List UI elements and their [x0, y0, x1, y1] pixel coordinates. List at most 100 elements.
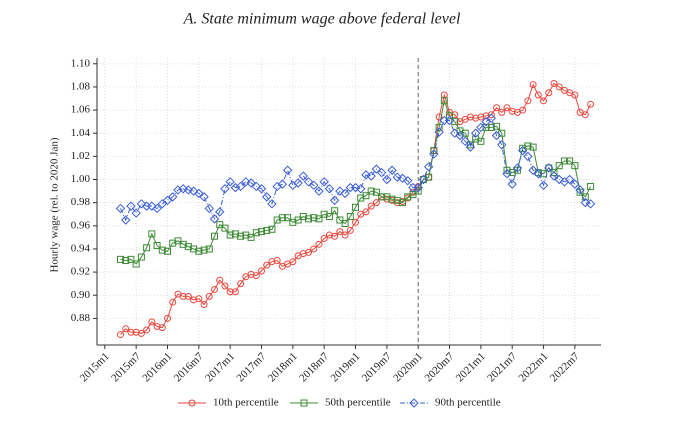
- x-tick-label: 2020m1: [391, 350, 425, 384]
- marker: [472, 135, 480, 143]
- marker: [555, 162, 563, 170]
- marker: [356, 184, 366, 194]
- marker: [268, 225, 276, 233]
- marker: [571, 162, 579, 170]
- marker: [387, 165, 397, 175]
- marker: [476, 122, 486, 133]
- marker: [132, 328, 140, 336]
- x-tick-label: 2021m7: [485, 350, 519, 384]
- marker: [273, 216, 281, 224]
- marker: [429, 149, 439, 159]
- series-line: [120, 98, 592, 265]
- marker: [560, 157, 568, 165]
- marker: [414, 187, 422, 195]
- marker: [352, 203, 360, 211]
- marker: [545, 164, 553, 172]
- marker: [262, 192, 272, 202]
- marker: [331, 207, 339, 215]
- marker: [419, 176, 427, 184]
- marker: [550, 79, 558, 87]
- marker: [278, 214, 286, 222]
- legend-item: 50th percentile: [290, 397, 391, 409]
- marker: [383, 193, 391, 201]
- marker: [523, 151, 533, 162]
- marker: [487, 123, 495, 131]
- marker: [507, 179, 517, 189]
- marker: [534, 91, 542, 99]
- marker: [435, 123, 443, 131]
- x-tick-label: 2016m7: [172, 350, 206, 384]
- marker: [399, 199, 407, 207]
- marker: [284, 214, 292, 222]
- marker: [205, 292, 213, 300]
- marker: [341, 231, 349, 239]
- marker: [310, 245, 318, 253]
- marker: [444, 115, 455, 126]
- marker: [282, 165, 293, 175]
- marker: [131, 208, 141, 218]
- marker: [137, 329, 145, 337]
- marker: [503, 104, 511, 112]
- marker: [195, 247, 203, 255]
- marker: [209, 214, 220, 224]
- marker: [195, 295, 203, 303]
- marker: [241, 177, 251, 187]
- marker: [179, 240, 187, 248]
- marker: [533, 169, 544, 179]
- marker: [252, 229, 260, 237]
- marker: [158, 324, 166, 332]
- marker: [237, 232, 245, 240]
- marker: [205, 245, 213, 253]
- series-line: [120, 117, 591, 222]
- marker: [183, 185, 194, 195]
- y-axis-label: Hourly wage (rel. to 2020 Jan): [49, 137, 61, 272]
- marker: [528, 165, 538, 175]
- marker: [324, 184, 335, 194]
- x-tick-label: 2019m1: [328, 350, 362, 384]
- marker: [247, 233, 255, 241]
- marker: [169, 239, 177, 247]
- x-tick-label: 2020m7: [422, 350, 456, 384]
- marker: [325, 213, 333, 221]
- legend-label: 50th percentile: [325, 397, 391, 409]
- marker: [231, 230, 239, 238]
- marker: [517, 145, 528, 156]
- marker: [423, 162, 434, 172]
- marker: [115, 203, 126, 214]
- marker: [325, 231, 333, 239]
- marker: [300, 399, 308, 407]
- marker: [564, 174, 575, 185]
- marker: [169, 298, 177, 306]
- marker: [540, 97, 548, 105]
- marker: [162, 195, 173, 206]
- marker: [188, 186, 199, 196]
- marker: [409, 398, 419, 408]
- marker: [231, 288, 239, 296]
- marker: [303, 177, 314, 187]
- marker: [305, 248, 313, 256]
- marker: [413, 182, 423, 193]
- marker: [258, 228, 266, 236]
- legend-label: 10th percentile: [213, 397, 279, 409]
- marker: [117, 331, 125, 339]
- marker: [117, 255, 125, 263]
- marker: [314, 186, 324, 196]
- marker: [367, 202, 375, 210]
- marker: [477, 137, 485, 145]
- marker: [137, 253, 145, 261]
- marker: [299, 250, 307, 258]
- marker: [575, 185, 585, 195]
- x-tick-label: 2019m7: [360, 350, 394, 384]
- y-tick-label: 0.92: [71, 266, 90, 278]
- marker: [371, 164, 382, 174]
- marker: [190, 245, 198, 253]
- marker: [258, 267, 266, 275]
- marker: [587, 100, 595, 108]
- marker: [194, 188, 204, 199]
- marker: [346, 213, 354, 221]
- marker: [486, 113, 497, 123]
- marker: [289, 258, 297, 266]
- marker: [372, 199, 380, 207]
- marker: [188, 399, 196, 407]
